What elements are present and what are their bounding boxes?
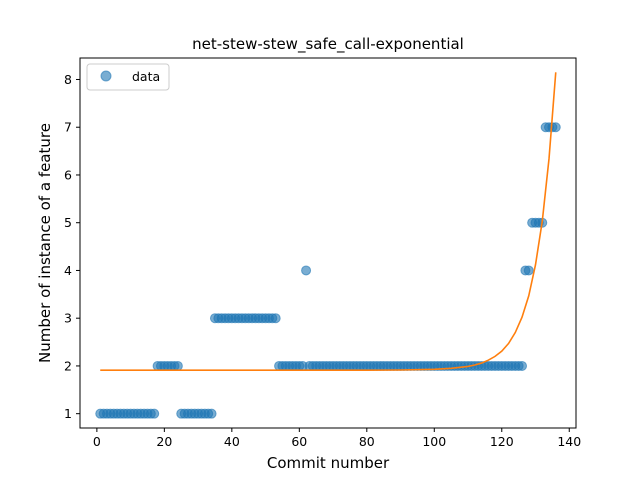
y-tick-label: 2: [64, 358, 72, 373]
data-point: [172, 360, 183, 371]
x-tick-label: 140: [557, 434, 581, 449]
data-point: [517, 360, 528, 371]
x-axis-label: Commit number: [267, 454, 390, 472]
x-tick-label: 0: [93, 434, 101, 449]
x-tick-label: 100: [422, 434, 446, 449]
legend: data: [86, 63, 170, 91]
y-tick-label: 3: [64, 311, 72, 326]
x-tick-label: 80: [359, 434, 375, 449]
x-tick-label: 120: [490, 434, 514, 449]
y-tick-label: 8: [64, 72, 72, 87]
fit-line: [100, 72, 557, 372]
data-point: [523, 265, 534, 276]
data-point: [206, 408, 217, 419]
y-tick-label: 6: [64, 167, 72, 182]
axes-frame: [79, 57, 577, 429]
data-point: [270, 313, 281, 324]
legend-label-data: data: [132, 69, 160, 84]
y-tick-label: 7: [64, 120, 72, 135]
x-tick-label: 60: [291, 434, 307, 449]
legend-box: [86, 63, 170, 91]
y-tick-label: 1: [64, 406, 72, 421]
chart-title: net-stew-stew_safe_call-exponential: [192, 35, 464, 54]
data-point: [301, 265, 312, 276]
x-tick-label: 20: [156, 434, 172, 449]
y-tick-label: 4: [64, 263, 72, 278]
plot-area: [95, 72, 561, 419]
y-tick-label: 5: [64, 215, 72, 230]
y-axis: 1 2 3 4 5 6 7 8: [64, 72, 80, 421]
data-point: [550, 122, 561, 133]
legend-marker: [100, 70, 112, 82]
x-axis: 0 20 40 60 80 100 120 140: [93, 428, 581, 449]
y-axis-label: Number of instance of a feature: [36, 123, 54, 363]
x-tick-label: 40: [224, 434, 240, 449]
data-point: [149, 408, 160, 419]
